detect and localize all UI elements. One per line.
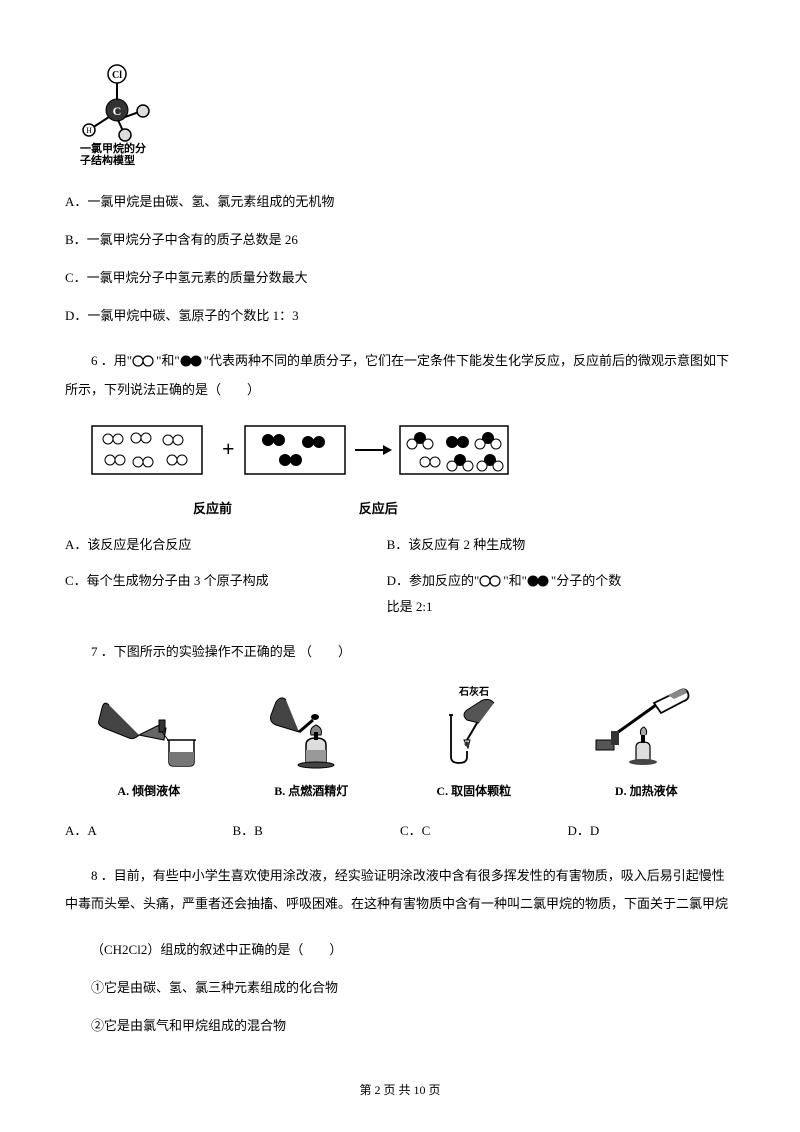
svg-text:H: H [86, 126, 92, 135]
molecule-caption-1: 一氯甲烷的分 [80, 141, 146, 155]
q5-option-d: D．一氯甲烷中碳、氢原子的个数比 1：3 [65, 303, 735, 329]
svg-text:石灰石: 石灰石 [458, 685, 489, 698]
molecule-caption-2: 子结构模型 [80, 153, 135, 165]
q7-ans-a: A．A [65, 818, 233, 844]
exp-label-b: B. 点燃酒精灯 [261, 779, 361, 803]
q6-option-c: C．每个生成物分子由 3 个原子构成 [65, 568, 387, 620]
reaction-diagram: + [90, 422, 735, 491]
experiment-diagrams: A. 倾倒液体 B. 点燃酒精灯 石灰石 C. 取固体颗粒 [65, 685, 735, 803]
svg-text:+: + [222, 436, 235, 461]
q7-ans-d: D．D [568, 818, 736, 844]
q8-stem: 8 ．目前，有些中小学生喜欢使用涂改液，经实验证明涂改液中含有很多挥发性的有害物… [65, 862, 735, 919]
page-footer: 第 2 页 共 10 页 [0, 1078, 800, 1102]
q7-answer-row: A．A B．B C．C D．D [65, 818, 735, 844]
reaction-labels: 反应前 反应后 [120, 496, 735, 522]
q5-option-c: C．一氯甲烷分子中氢元素的质量分数最大 [65, 265, 735, 291]
svg-text:C: C [113, 104, 122, 118]
q8-s1: ①它是由碳、氢、氯三种元素组成的化合物 [65, 975, 735, 1001]
q7-ans-c: C．C [400, 818, 568, 844]
q8-sub: （CH2Cl2）组成的叙述中正确的是（ ） [65, 937, 735, 963]
exp-label-a: A. 倾倒液体 [94, 779, 204, 803]
q6-option-d: D．参加反应的""和""分子的个数比是 2:1 [387, 568, 735, 620]
q6-stem: 6 ．用""和""代表两种不同的单质分子，它们在一定条件下能发生化学反应，反应前… [65, 347, 735, 404]
q5-option-b: B．一氯甲烷分子中含有的质子总数是 26 [65, 227, 735, 253]
q7-ans-b: B．B [233, 818, 401, 844]
q6-stem-p2: "和" [156, 353, 180, 368]
q7-stem: 7 ．下图所示的实验操作不正确的是 （ ） [65, 638, 735, 667]
q6-stem-p1: 6 ．用" [91, 353, 132, 368]
q8-s2: ②它是由氯气和甲烷组成的混合物 [65, 1013, 735, 1039]
label-before: 反应前 [120, 496, 305, 522]
q5-option-a: A．一氯甲烷是由碳、氢、氯元素组成的无机物 [65, 189, 735, 215]
q6-option-b: B．该反应有 2 种生成物 [387, 532, 735, 558]
molecule-diagram: Cl C H 一氯甲烷的分 子结构模型 [75, 60, 735, 174]
q6-option-a: A．该反应是化合反应 [65, 532, 387, 558]
label-after: 反应后 [308, 496, 448, 522]
exp-label-d: D. 加热液体 [586, 779, 706, 803]
exp-label-c: C. 取固体颗粒 [419, 779, 529, 803]
svg-text:Cl: Cl [112, 70, 122, 81]
